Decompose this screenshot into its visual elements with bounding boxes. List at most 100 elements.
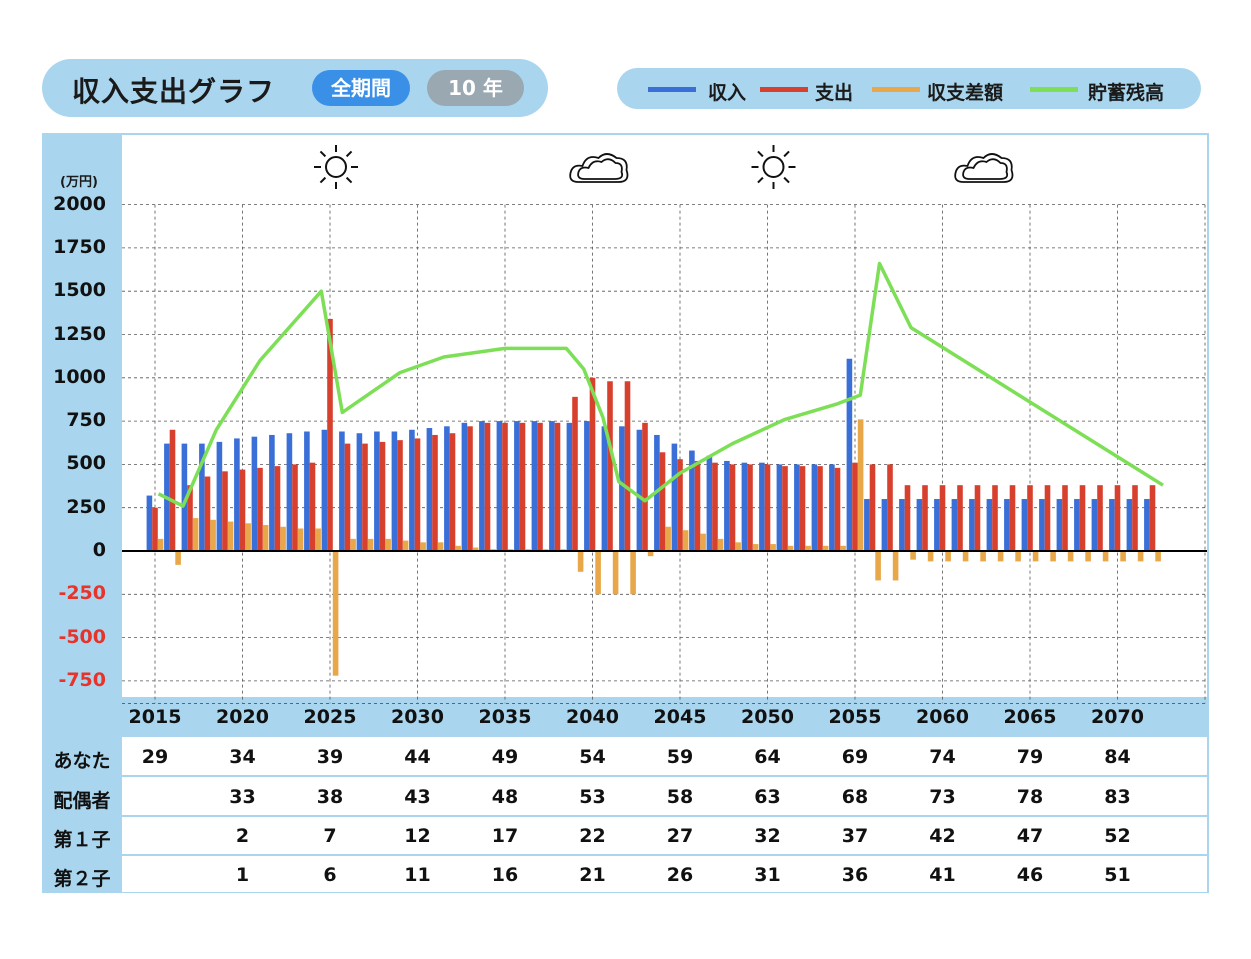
expense-bar <box>939 485 946 551</box>
income-bar <box>899 499 905 551</box>
income-bar <box>374 431 380 551</box>
expense-bar <box>449 433 456 551</box>
income-bar <box>444 426 450 551</box>
balance-bar <box>227 521 234 551</box>
x-tick-label: 2020 <box>216 706 269 728</box>
expense-bar <box>169 429 176 551</box>
age-cell: 59 <box>666 746 694 768</box>
age-cell: 34 <box>229 746 256 768</box>
age-cell: 37 <box>841 825 869 847</box>
expense-bar <box>712 462 718 551</box>
plot-area <box>122 135 1207 697</box>
age-cell: 43 <box>404 786 431 808</box>
expense-bar <box>642 422 648 551</box>
expense-bar <box>1027 485 1033 551</box>
balance-bar <box>297 528 304 551</box>
y-axis-unit: (万円) <box>60 175 98 190</box>
income-bar <box>619 426 625 551</box>
balance-bar <box>840 545 846 551</box>
expense-bar <box>589 377 596 551</box>
income-bar <box>969 499 975 551</box>
sun-icon <box>751 145 796 189</box>
expense-bar <box>572 396 578 551</box>
income-bar <box>724 460 730 551</box>
income-bar <box>1091 499 1098 551</box>
income-bar <box>1126 499 1133 551</box>
balance-bar <box>612 551 619 595</box>
balance-bar <box>822 545 829 551</box>
balance-bar <box>1137 551 1144 562</box>
balance-bar <box>1050 551 1056 562</box>
age-cell: 31 <box>754 864 781 886</box>
income-bar <box>479 421 485 551</box>
income-bar <box>1021 499 1028 551</box>
balance-bar <box>997 551 1004 562</box>
expense-bar <box>607 381 613 551</box>
expense-bar <box>187 485 193 551</box>
income-bar <box>251 436 258 551</box>
row-divider <box>122 855 1207 856</box>
age-cell: 54 <box>579 746 606 768</box>
income-bar <box>566 422 573 551</box>
age-cell: 44 <box>404 746 431 768</box>
income-bar <box>181 443 188 551</box>
row-label-child-2: 第２子 <box>53 868 111 890</box>
balance-bar <box>157 538 164 551</box>
cloud-icon <box>954 153 1014 183</box>
expense-bar <box>624 381 631 551</box>
age-cell: 12 <box>404 825 431 847</box>
table-row-spouse <box>122 777 1207 815</box>
income-bar <box>549 421 555 551</box>
income-bar <box>794 464 800 551</box>
income-bar <box>829 464 835 551</box>
expense-bar <box>292 464 298 551</box>
expense-bar <box>379 441 386 551</box>
expense-bar <box>362 443 368 551</box>
expense-bar <box>1044 485 1051 551</box>
income-bar <box>706 455 713 551</box>
x-tick-label: 2065 <box>1003 706 1057 728</box>
x-tick-label: 2025 <box>303 706 357 728</box>
table-row-you <box>122 737 1207 775</box>
age-cell: 48 <box>491 786 519 808</box>
balance-bar <box>962 551 969 562</box>
income-bar <box>671 443 678 551</box>
balance-bar <box>472 547 479 551</box>
expense-bar <box>817 466 823 551</box>
y-tick-label: -750 <box>58 668 106 691</box>
y-tick-label: 500 <box>66 452 106 475</box>
age-cell: 79 <box>1016 746 1044 768</box>
y-tick-label: 750 <box>66 409 106 432</box>
balance-bar <box>1155 551 1161 562</box>
x-tick-label: 2060 <box>916 706 969 728</box>
age-cell: 39 <box>316 746 344 768</box>
balance-bar <box>787 545 794 551</box>
table-row-child-1 <box>122 817 1207 854</box>
income-bar <box>1039 499 1045 551</box>
period-all-button[interactable]: 全期間 <box>312 70 410 106</box>
income-bar <box>881 499 888 551</box>
income-bar <box>584 421 590 551</box>
income-bar <box>339 431 345 551</box>
expense-bar <box>887 464 893 551</box>
expense-bar <box>502 422 508 551</box>
income-bar <box>846 358 853 551</box>
balance-bar <box>1102 551 1109 562</box>
balance-bar <box>192 518 199 551</box>
age-cell: 58 <box>666 786 694 808</box>
expense-bar <box>869 464 876 551</box>
age-cell: 49 <box>491 746 519 768</box>
y-tick-label: 0 <box>92 539 106 561</box>
income-bar <box>864 499 870 551</box>
age-cell: 42 <box>929 825 956 847</box>
expense-bar <box>204 476 211 551</box>
balance-bar <box>1067 551 1074 562</box>
age-cell: 27 <box>666 825 694 847</box>
balance-bar <box>735 542 741 551</box>
balance-bar <box>1032 551 1039 562</box>
balance-bar <box>700 533 706 551</box>
period-10-year-button[interactable]: 10 年 <box>427 70 524 106</box>
income-bar <box>741 462 748 551</box>
expense-bar <box>1062 485 1068 551</box>
